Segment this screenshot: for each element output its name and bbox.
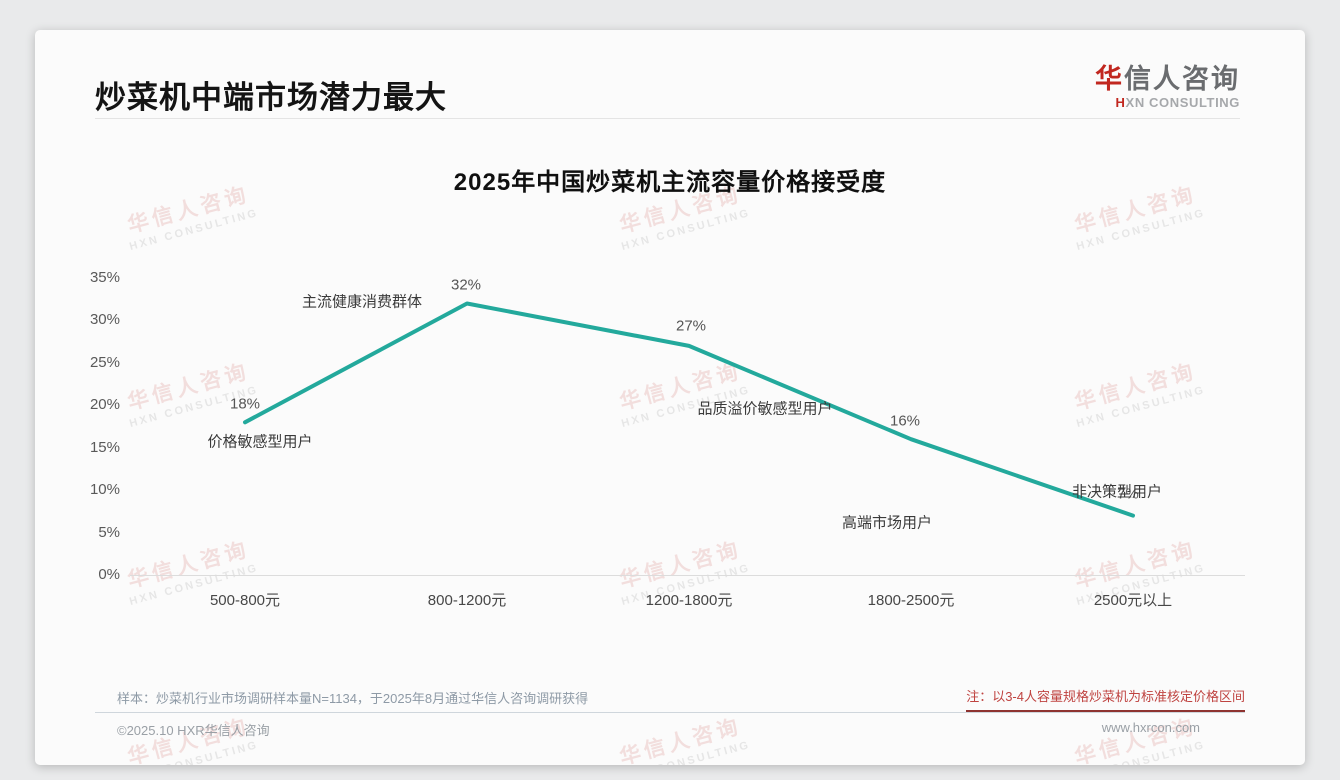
y-axis-tick-label: 10%: [89, 481, 120, 499]
watermark-en-text: HXN CONSULTING: [128, 738, 260, 765]
x-axis-category-label: 1200-1800元: [645, 592, 733, 609]
watermark-layer: 华信人咨询 HXN CONSULTING 华信人咨询 HXN CONSULTING 华信…: [35, 30, 1305, 765]
watermark-cn-text: 华信人咨询: [1072, 714, 1200, 765]
x-axis-category-label: 2500元以上: [1093, 592, 1173, 609]
header-divider: [95, 118, 1240, 119]
data-point-value-label: 27%: [675, 317, 707, 335]
y-axis-tick-label: 25%: [89, 353, 120, 371]
y-axis-tick-label: 35%: [89, 269, 120, 286]
watermark-cn-text: 华信人咨询: [617, 537, 745, 593]
point-annotation-label: 主流健康消费群体: [301, 293, 423, 311]
watermark-en-text: HXN CONSULTING: [1075, 738, 1207, 765]
brand-logo-cn-accent: 华: [1095, 64, 1124, 94]
watermark-en-text: HXN CONSULTING: [620, 561, 752, 609]
watermark-cn-text: 华信人咨询: [1072, 537, 1200, 593]
data-point-value-label: 7%: [1117, 485, 1139, 503]
watermark-en-text: HXN CONSULTING: [128, 383, 260, 431]
chart-title: 2025年中国炒菜机主流容量价格接受度: [453, 169, 887, 196]
line-chart-canvas: [243, 301, 1135, 518]
brand-logo-en-rest: XN CONSULTING: [1125, 95, 1240, 110]
watermark-en-text: HXN CONSULTING: [1075, 206, 1207, 254]
y-axis-tick-label: 0%: [98, 566, 120, 583]
data-point-value-label: 32%: [450, 276, 482, 294]
brand-logo-cn-rest: 信人咨询: [1124, 64, 1240, 94]
data-point-value-label: 18%: [229, 395, 261, 413]
brand-watermark: 华信人咨询 HXN CONSULTING: [612, 532, 752, 608]
watermark-en-text: HXN CONSULTING: [620, 738, 752, 765]
y-axis-tick-label: 15%: [89, 438, 120, 456]
point-annotation-label: 非决策型用户: [1071, 483, 1163, 501]
y-axis-tick-label: 30%: [89, 311, 120, 329]
brand-logo: 华信人咨询 HXN CONSULTING: [1095, 64, 1240, 110]
brand-watermark: 华信人咨询 HXN CONSULTING: [120, 532, 260, 608]
brand-watermark: 华信人咨询 HXN CONSULTING: [1067, 709, 1207, 765]
point-annotation-label: 价格敏感型用户: [207, 433, 313, 451]
brand-watermark: 华信人咨询 HXN CONSULTING: [1067, 354, 1207, 430]
page-title: 炒菜机中端市场潜力最大: [95, 80, 447, 115]
watermark-en-text: HXN CONSULTING: [620, 206, 752, 254]
watermark-cn-text: 华信人咨询: [1072, 359, 1200, 415]
watermark-en-text: HXN CONSULTING: [620, 383, 752, 431]
watermark-cn-text: 华信人咨询: [617, 714, 745, 765]
point-annotation-label: 品质溢价敏感型用户: [697, 400, 833, 418]
price-basis-note: 注：以3-4人容量规格炒菜机为标准核定价格区间: [966, 686, 1245, 712]
x-axis-category-label: 1800-2500元: [867, 592, 955, 609]
watermark-cn-text: 华信人咨询: [617, 359, 745, 415]
watermark-en-text: HXN CONSULTING: [1075, 561, 1207, 609]
data-point-value-label: 16%: [889, 412, 921, 430]
copyright-text: ©2025.10 HXR华信人咨询: [117, 723, 270, 738]
website-text: www.hxrcon.com: [1101, 720, 1200, 735]
watermark-cn-text: 华信人咨询: [125, 537, 253, 593]
footer-divider: [95, 712, 1245, 713]
x-axis-category-label: 800-1200元: [427, 592, 507, 609]
brand-logo-cn: 华信人咨询: [1095, 64, 1240, 94]
brand-logo-en-accent: H: [1115, 95, 1126, 110]
sample-note: 样本：炒菜机行业市场调研样本量N=1134，于2025年8月通过华信人咨询调研获…: [117, 691, 589, 706]
trend-line: [243, 301, 1135, 518]
y-axis-tick-label: 5%: [98, 523, 120, 541]
watermark-cn-text: 华信人咨询: [125, 359, 253, 415]
brand-watermark: 华信人咨询 HXN CONSULTING: [612, 709, 752, 765]
brand-watermark: 华信人咨询 HXN CONSULTING: [1067, 532, 1207, 608]
x-axis-category-label: 500-800元: [209, 592, 281, 609]
watermark-en-text: HXN CONSULTING: [128, 561, 260, 609]
y-axis-tick-label: 20%: [89, 396, 120, 414]
report-slide: 炒菜机中端市场潜力最大 华信人咨询 HXN CONSULTING 2025年中国…: [35, 30, 1305, 765]
watermark-en-text: HXN CONSULTING: [1075, 383, 1207, 431]
brand-logo-en: HXN CONSULTING: [1095, 95, 1240, 110]
brand-watermark: 华信人咨询 HXN CONSULTING: [612, 354, 752, 430]
x-axis-baseline: [130, 575, 1245, 576]
point-annotation-label: 高端市场用户: [841, 514, 933, 532]
chart-labels-layer: 35% 30% 25% 20% 15% 10% 5% 0% 500-800元 800-1200元 1…: [35, 30, 1305, 765]
brand-watermark: 华信人咨询 HXN CONSULTING: [120, 354, 260, 430]
watermark-en-text: HXN CONSULTING: [128, 206, 260, 254]
